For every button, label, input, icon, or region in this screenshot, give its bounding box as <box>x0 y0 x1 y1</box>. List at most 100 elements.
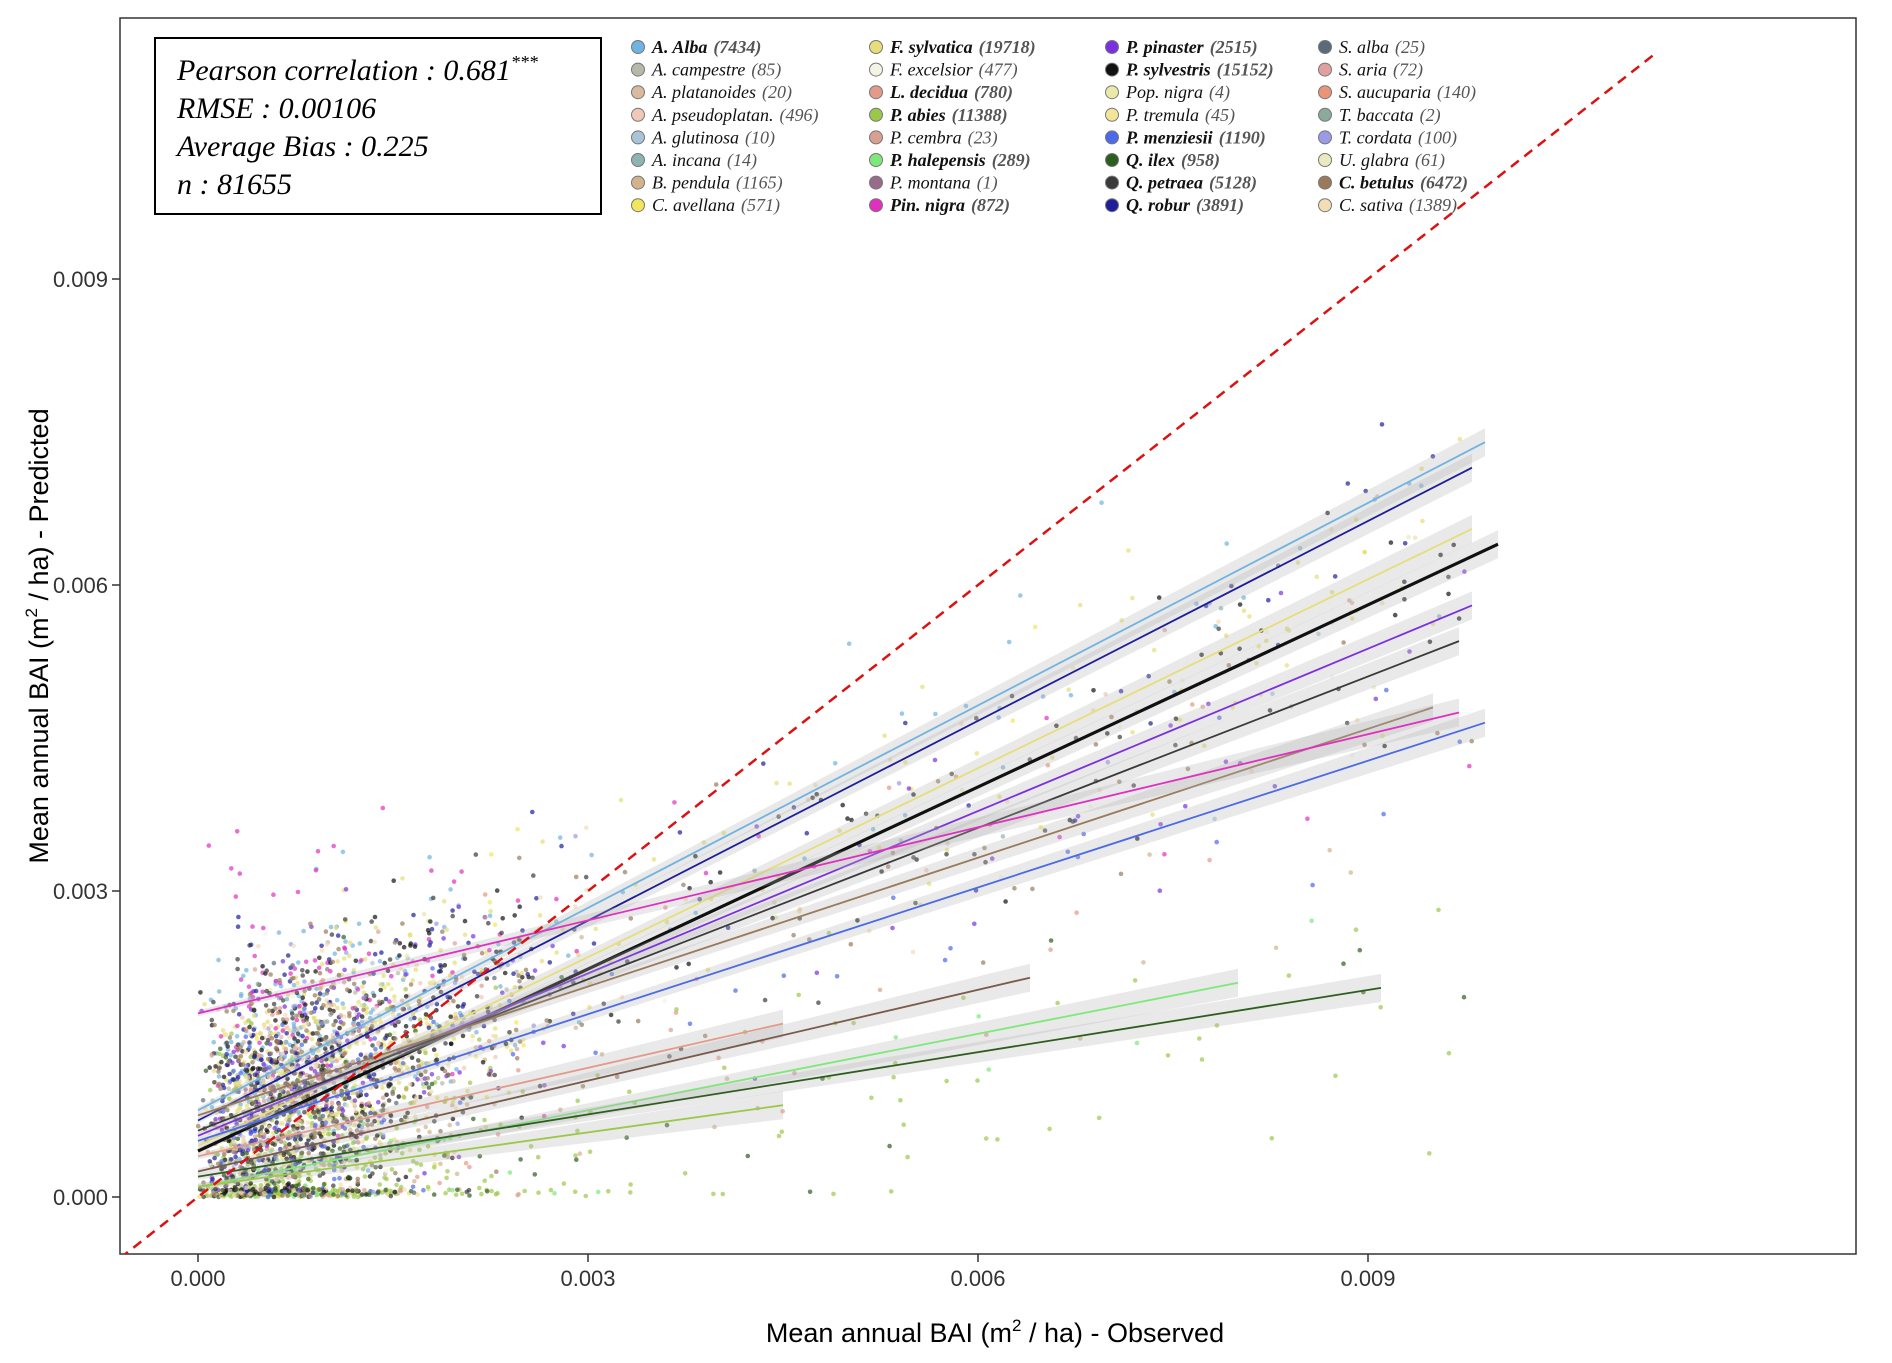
data-point <box>254 1036 260 1042</box>
data-point <box>498 984 503 989</box>
data-point <box>488 908 493 914</box>
data-point <box>474 994 480 999</box>
data-point <box>354 1188 360 1193</box>
data-point <box>286 1181 292 1186</box>
data-point <box>343 939 348 944</box>
data-point <box>352 1005 358 1011</box>
data-point <box>231 1008 236 1014</box>
data-point <box>282 972 287 977</box>
data-point <box>207 1087 213 1093</box>
data-point <box>252 1126 258 1131</box>
data-point <box>251 1007 257 1013</box>
data-point <box>662 998 667 1003</box>
data-point <box>1341 640 1346 645</box>
data-point <box>255 943 261 949</box>
data-point <box>411 1158 416 1164</box>
data-point <box>243 1049 249 1055</box>
data-point <box>1329 590 1335 595</box>
data-point <box>530 975 535 981</box>
data-point <box>268 1091 274 1097</box>
data-point <box>212 1022 217 1028</box>
data-point <box>522 1188 527 1194</box>
data-point <box>1194 601 1199 606</box>
data-point <box>494 888 500 893</box>
data-point <box>933 711 938 717</box>
legend-key <box>1318 153 1332 167</box>
data-point <box>248 1181 253 1186</box>
data-point <box>317 1173 323 1178</box>
data-point <box>273 1045 279 1051</box>
data-point <box>414 962 420 968</box>
y-tick-label: 0.006 <box>53 573 108 598</box>
data-point <box>261 1141 267 1147</box>
data-point <box>447 1122 453 1128</box>
data-point <box>1042 828 1048 833</box>
data-point <box>1223 633 1229 638</box>
data-point <box>233 1054 238 1059</box>
data-point <box>277 977 282 983</box>
data-point <box>1438 552 1443 558</box>
data-point <box>1435 730 1440 736</box>
data-point <box>279 1034 284 1040</box>
data-point <box>532 968 538 973</box>
data-point <box>1047 1126 1052 1132</box>
data-point <box>483 1125 489 1130</box>
data-point <box>1066 687 1071 692</box>
data-point <box>573 874 579 880</box>
data-point <box>383 1036 388 1041</box>
data-point <box>278 1121 283 1126</box>
data-point <box>297 1003 302 1009</box>
data-point <box>1267 708 1273 713</box>
data-point <box>373 1165 379 1170</box>
data-point <box>1202 743 1207 748</box>
data-point <box>239 991 244 997</box>
data-point <box>310 1185 316 1191</box>
data-point <box>885 864 891 869</box>
data-point <box>383 1151 388 1156</box>
data-point <box>208 1163 214 1168</box>
data-point <box>369 919 375 924</box>
data-point <box>515 898 521 903</box>
data-point <box>274 1038 279 1044</box>
data-point <box>1177 717 1183 723</box>
data-point <box>300 995 306 1000</box>
data-point <box>888 1189 894 1194</box>
data-point <box>664 919 670 925</box>
data-point <box>377 958 383 964</box>
data-point <box>393 1036 398 1041</box>
data-point <box>292 1036 297 1041</box>
data-point <box>431 1047 437 1052</box>
data-point <box>667 1054 672 1059</box>
data-point <box>532 1172 538 1177</box>
data-point <box>294 1013 299 1019</box>
data-point <box>949 771 954 777</box>
data-point <box>1388 540 1394 545</box>
data-point <box>1055 1000 1060 1006</box>
data-point <box>467 1193 472 1198</box>
data-point <box>372 1020 378 1025</box>
data-point <box>258 1031 263 1037</box>
data-point <box>401 1095 407 1100</box>
data-point <box>408 982 414 987</box>
data-point <box>482 1178 488 1184</box>
fit-line <box>197 976 1031 1173</box>
data-point <box>346 953 352 959</box>
data-point <box>241 1135 246 1140</box>
data-point <box>212 1155 217 1161</box>
data-point <box>354 1128 360 1133</box>
data-point <box>1018 593 1023 598</box>
data-point <box>429 868 434 873</box>
data-point <box>283 1046 289 1052</box>
data-point <box>573 833 578 839</box>
data-point <box>268 1023 274 1029</box>
data-point <box>343 1084 348 1090</box>
data-point <box>407 1147 413 1153</box>
data-point <box>1117 724 1123 730</box>
data-point <box>253 1137 259 1143</box>
data-point <box>444 1175 449 1181</box>
data-point <box>388 1113 394 1118</box>
data-point <box>845 816 850 821</box>
data-point <box>593 1050 598 1056</box>
data-point <box>333 1018 338 1024</box>
data-point <box>791 932 796 938</box>
